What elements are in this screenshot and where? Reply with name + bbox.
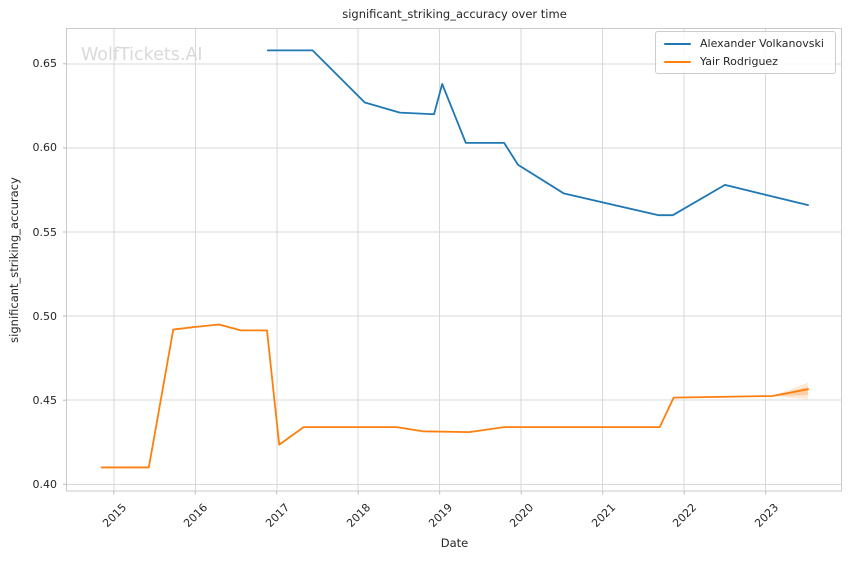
- y-tick-label-0.65: 0.65: [32, 57, 58, 71]
- chart-title: significant_striking_accuracy over time: [342, 7, 567, 21]
- y-tick-label-0.40: 0.40: [32, 477, 58, 491]
- series-line-yair-rodriguez: [100, 323, 809, 469]
- uncertainty-band-inner-yair-rodriguez: [772, 386, 809, 396]
- legend-entry-yair-rodriguez: Yair Rodriguez: [656, 53, 835, 71]
- legend-label: Yair Rodriguez: [700, 55, 778, 68]
- legend: Alexander Volkanovski Yair Rodriguez: [655, 31, 836, 74]
- series-line-alexander-volkanovski: [266, 49, 809, 217]
- legend-swatch-alexander-volkanovski: [664, 43, 691, 45]
- y-tick-label-0.55: 0.55: [32, 225, 58, 239]
- legend-label: Alexander Volkanovski: [700, 37, 824, 50]
- watermark: WolfTickets.AI: [81, 45, 203, 65]
- y-tick-label-0.50: 0.50: [32, 309, 58, 323]
- legend-swatch-yair-rodriguez: [664, 61, 691, 63]
- axes-border: [66, 28, 842, 492]
- y-tick-label-0.45: 0.45: [32, 393, 58, 407]
- legend-entry-alexander-volkanovski: Alexander Volkanovski: [656, 35, 835, 53]
- y-tick-label-0.60: 0.60: [32, 141, 58, 155]
- x-axis-label: Date: [440, 536, 469, 550]
